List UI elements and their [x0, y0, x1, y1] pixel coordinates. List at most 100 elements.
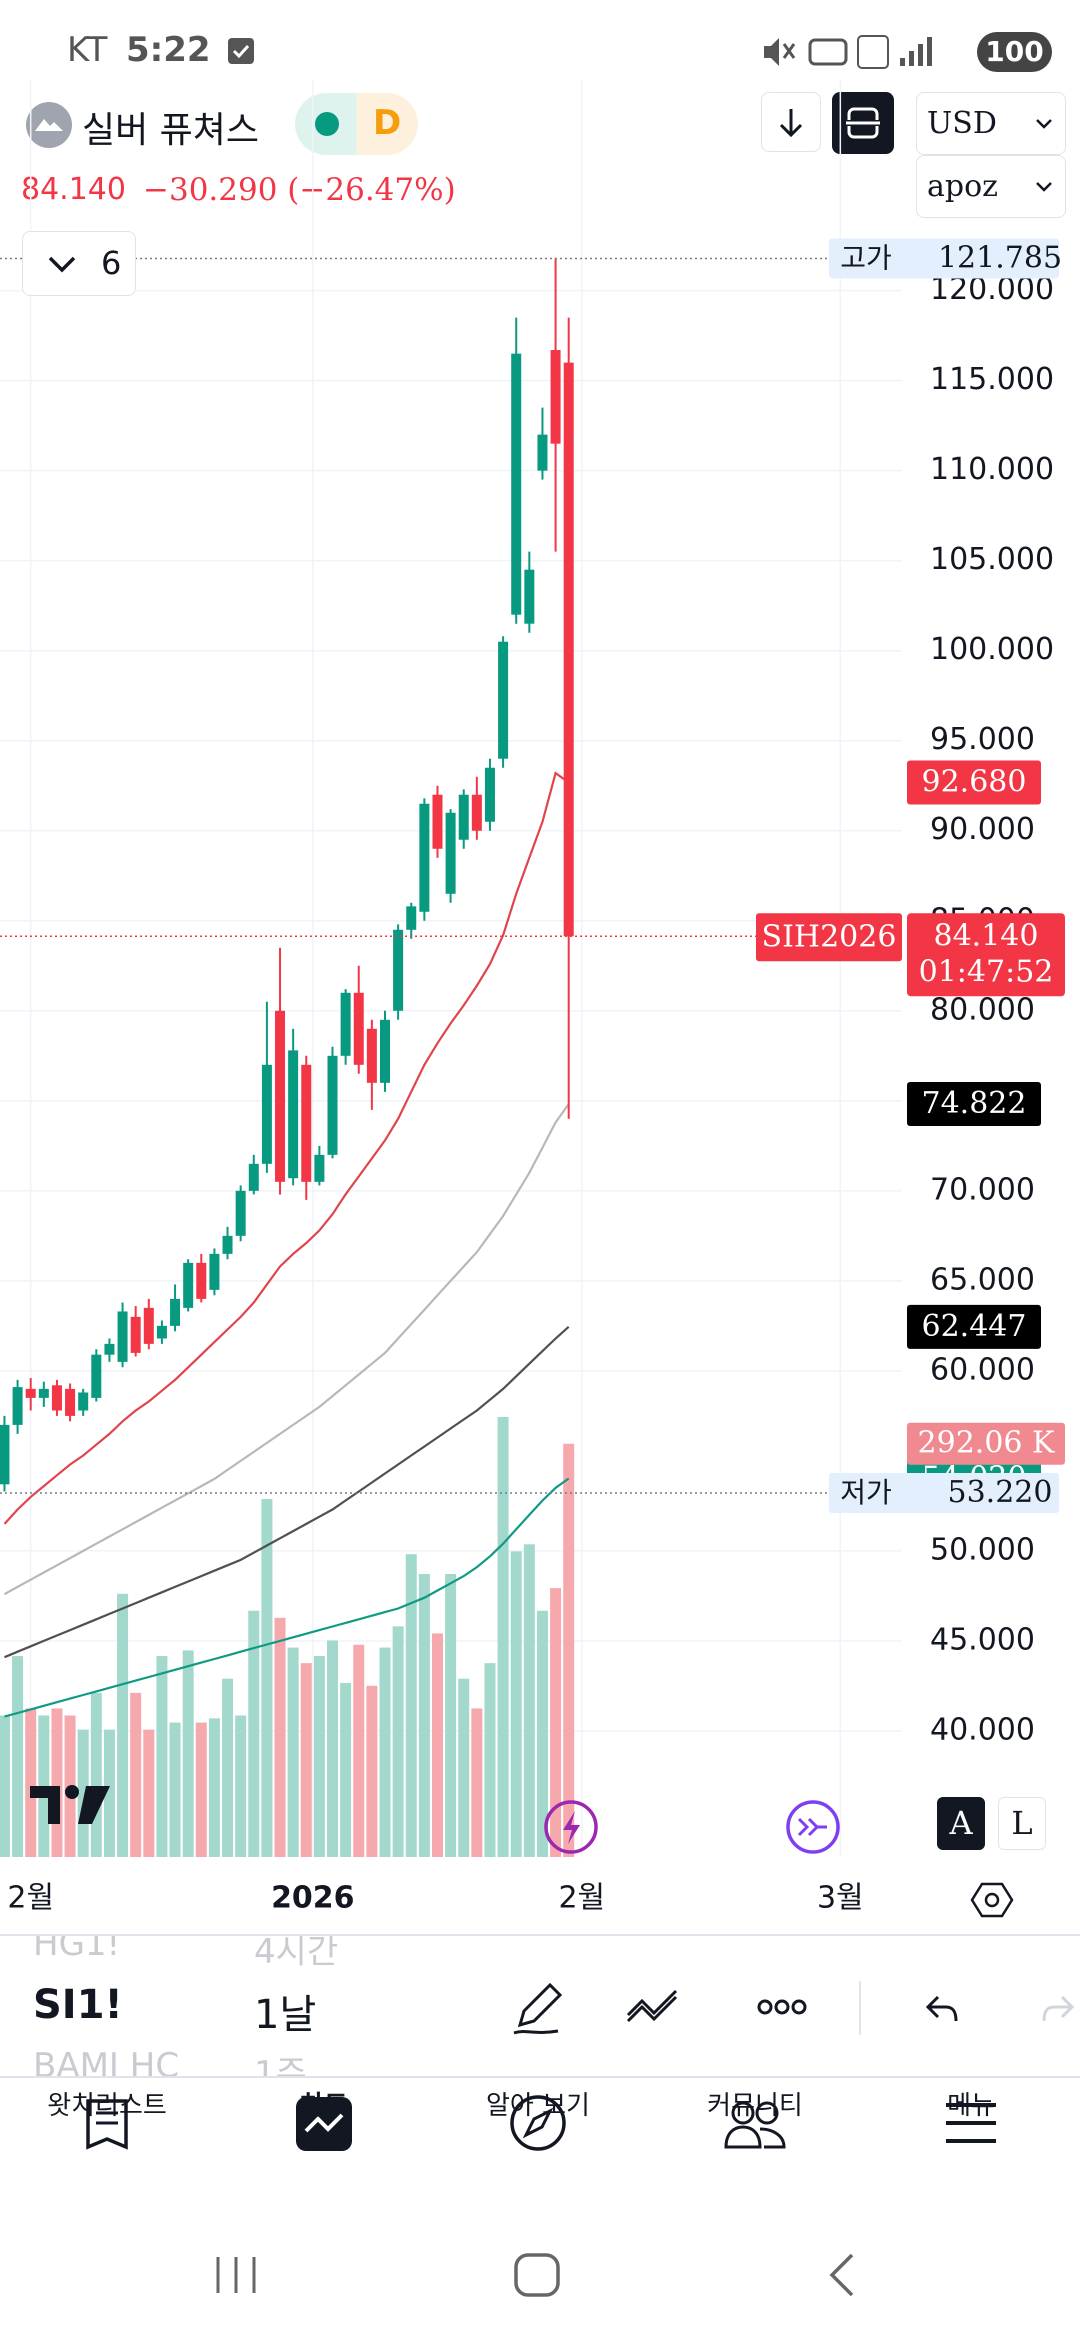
- volume-bar: [510, 1551, 522, 1857]
- style-select[interactable]: apoz: [916, 155, 1066, 218]
- candle-body: [91, 1354, 102, 1398]
- indicators-toggle[interactable]: 6: [22, 231, 136, 296]
- volume-bar: [431, 1633, 443, 1857]
- candle-body: [183, 1262, 194, 1308]
- current-badge-bg: [907, 913, 1065, 997]
- volume-bar: [90, 1692, 102, 1857]
- candle-body: [38, 1388, 49, 1398]
- volume-bar: [340, 1682, 352, 1857]
- symbol-picker[interactable]: HG1! 4시간 SI1! 1날 BAMI HC 1주: [0, 1936, 840, 2076]
- volume-bar: [484, 1663, 496, 1857]
- high-tag: 고가: [840, 241, 892, 274]
- candle-body: [261, 1064, 272, 1164]
- y-tick-label: 95.000: [930, 722, 1035, 757]
- volume-bar: [143, 1729, 155, 1857]
- interval-option[interactable]: 1날: [254, 1992, 317, 2038]
- volume-bar: [261, 1499, 273, 1857]
- candle-body: [156, 1325, 167, 1339]
- moving-average: [4, 1325, 570, 1659]
- nav-chart[interactable]: 차트: [300, 2091, 348, 2121]
- chart-action-icons[interactable]: [543, 1799, 843, 1857]
- volume-bar: [77, 1729, 89, 1857]
- y-tick-label: 110.000: [930, 452, 1054, 487]
- y-tick-label: 65.000: [930, 1262, 1035, 1297]
- candle-body: [65, 1388, 76, 1416]
- volume-bar: [182, 1650, 194, 1857]
- y-tick-label: 50.000: [930, 1532, 1035, 1567]
- ma-badge-bg: [907, 1304, 1041, 1349]
- settings-icon[interactable]: [970, 1878, 1014, 1922]
- divider: [0, 2076, 1080, 2078]
- volume-bar: [392, 1626, 404, 1857]
- x-tick-label: 2월: [7, 1881, 54, 1916]
- candle-body: [327, 1055, 338, 1155]
- candle-body: [0, 1424, 10, 1485]
- status-icons: [764, 35, 932, 69]
- nav-menu[interactable]: 메뉴: [947, 2091, 995, 2121]
- fullscreen-button[interactable]: [832, 92, 894, 154]
- symbol-option[interactable]: HG1!: [33, 1936, 121, 1964]
- candle-body: [550, 350, 561, 444]
- volume-bar: [103, 1729, 115, 1857]
- volume-bar: [300, 1663, 312, 1857]
- carrier: KT: [67, 30, 108, 70]
- moving-average: [3, 1103, 570, 1596]
- currency-select[interactable]: USD: [916, 92, 1066, 155]
- status-pill: D: [295, 93, 418, 155]
- ma-badge-bg: [907, 1082, 1041, 1127]
- volume-bar: [379, 1647, 391, 1857]
- volume-bar: [222, 1678, 234, 1857]
- indicator-count: 6: [101, 244, 122, 282]
- auto-scale-button[interactable]: A: [937, 1797, 985, 1850]
- nav-explore[interactable]: 알아 보기: [486, 2091, 590, 2121]
- low-badge-bg: [829, 1472, 1059, 1513]
- y-tick-label: 70.000: [930, 1172, 1035, 1207]
- style: apoz: [927, 169, 998, 204]
- candle-body: [353, 992, 364, 1065]
- download-button[interactable]: [761, 92, 821, 152]
- symbol-option[interactable]: SI1!: [33, 1982, 123, 2028]
- y-tick-label: 40.000: [930, 1712, 1035, 1747]
- candle-body: [340, 992, 351, 1056]
- volume-bar: [51, 1708, 63, 1857]
- candle-body: [170, 1298, 181, 1326]
- market-dot: [315, 112, 339, 136]
- y-tick-label: 45.000: [930, 1622, 1035, 1657]
- y-tick-label: 100.000: [930, 632, 1054, 667]
- candle-body: [275, 1010, 286, 1182]
- x-tick-label: 2월: [558, 1881, 605, 1916]
- countdown: 01:47:52: [919, 954, 1054, 989]
- clock: 5:22: [126, 30, 211, 70]
- last-price: 84.140: [21, 172, 126, 207]
- volume-bar: [523, 1544, 535, 1857]
- volume-bar: [418, 1574, 430, 1857]
- interval-option[interactable]: 4시간: [254, 1936, 339, 1972]
- high-value: 121.785: [938, 240, 1062, 275]
- x-tick-label: 2026: [271, 1881, 355, 1916]
- volume-bar: [458, 1678, 470, 1857]
- current-price: 84.140: [934, 918, 1039, 953]
- volume-bar: [550, 1588, 562, 1857]
- delay-badge: D: [373, 103, 402, 143]
- low-tag: 저가: [840, 1476, 892, 1509]
- nav-watchlist[interactable]: 왓치리스트: [47, 2091, 167, 2121]
- volume-bar: [313, 1656, 325, 1857]
- drawing-tools[interactable]: [500, 1975, 1080, 2039]
- candle-body: [524, 569, 535, 624]
- chevron: [48, 256, 76, 273]
- system-nav[interactable]: [0, 2245, 1080, 2305]
- log-scale-button[interactable]: L: [998, 1797, 1046, 1850]
- volume-badge-bg: [907, 1422, 1065, 1465]
- nav-community[interactable]: 커뮤니티: [707, 2091, 803, 2121]
- candle-body: [471, 794, 482, 831]
- symbol-badge-bg: [756, 913, 902, 962]
- candle-body: [301, 1064, 312, 1182]
- volume-bar: [156, 1656, 168, 1857]
- interval-option[interactable]: 1주: [254, 2054, 307, 2076]
- volume-bar: [25, 1708, 37, 1857]
- symbol-option[interactable]: BAMI HC: [33, 2046, 180, 2076]
- volume-bar: [248, 1610, 260, 1857]
- candle-body: [235, 1190, 246, 1236]
